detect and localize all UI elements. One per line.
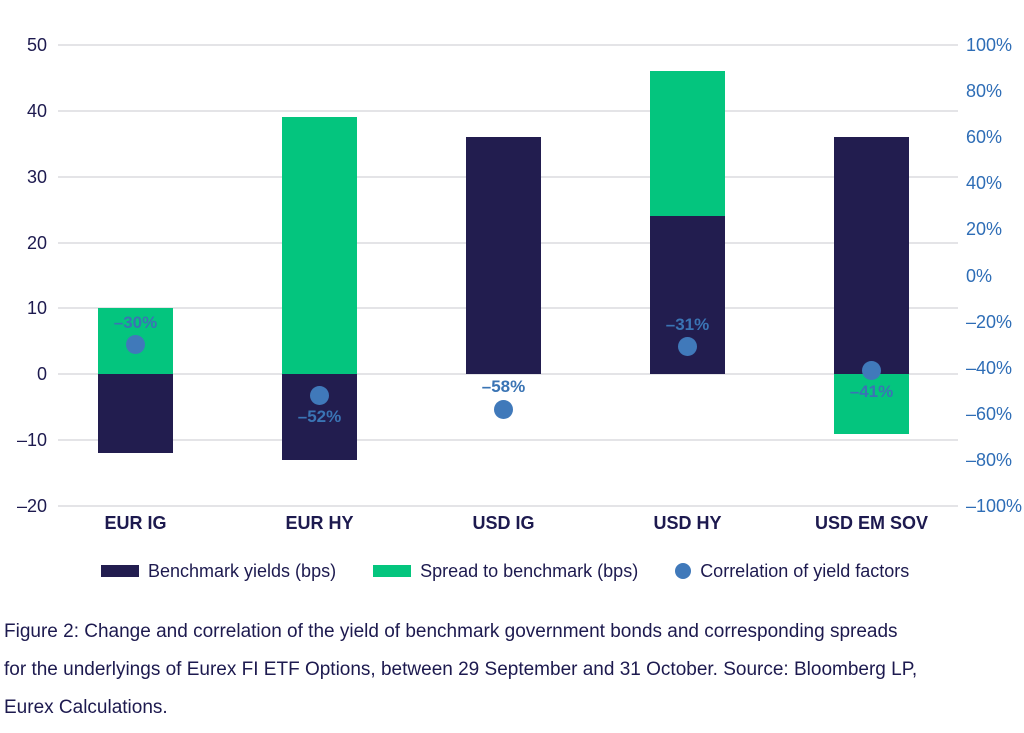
right-axis-tick-label: –80%: [966, 449, 1013, 470]
correlation-dot: [494, 399, 513, 419]
legend-swatch-dot_blue: [675, 563, 692, 579]
legend-item: Spread to benchmark (bps): [373, 561, 638, 582]
correlation-dot: [862, 360, 881, 380]
correlation-value-label: –58%: [481, 377, 526, 397]
legend-item: Benchmark yields (bps): [101, 561, 336, 582]
legend-label: Correlation of yield factors: [700, 560, 910, 581]
right-axis-tick-label: 100%: [966, 35, 1013, 55]
category-label: EUR IG: [104, 513, 167, 533]
gridline: [58, 373, 958, 376]
bar-segment-green: [650, 71, 725, 217]
legend-swatch-green: [373, 565, 412, 577]
legend-label: Spread to benchmark (bps): [420, 560, 639, 581]
right-axis-tick-label: 40%: [966, 173, 1003, 194]
left-axis-tick-label: 30: [26, 166, 47, 187]
left-axis-tick-label: 50: [26, 35, 47, 55]
left-axis-tick-label: 20: [26, 232, 47, 253]
figure-caption: Figure 2: Change and correlation of the …: [4, 613, 1020, 727]
gridline: [58, 109, 958, 112]
left-axis-tick-label: –20: [16, 496, 47, 516]
category-label: EUR HY: [285, 513, 354, 533]
correlation-value-label: –52%: [297, 407, 342, 427]
left-axis-tick-label: –10: [16, 430, 47, 451]
right-axis-tick-label: 60%: [966, 127, 1003, 148]
correlation-value-label: –30%: [113, 312, 158, 332]
gridline: [58, 44, 958, 46]
correlation-dot: [678, 337, 697, 357]
right-axis-tick-label: –20%: [966, 311, 1013, 332]
category-label: USD IG: [472, 513, 535, 533]
bar-segment-green: [282, 117, 357, 375]
right-axis-tick-label: –40%: [966, 357, 1013, 378]
category-label: USD EM SOV: [814, 513, 929, 533]
chart-legend: Benchmark yields (bps) Spread to benchmar…: [101, 560, 909, 582]
right-axis-tick-label: 80%: [966, 81, 1003, 102]
correlation-value-label: –41%: [849, 382, 894, 401]
gridline: [58, 439, 958, 442]
bar-segment-green: [834, 374, 909, 434]
category-label: USD HY: [653, 513, 722, 533]
caption-line: for the underlyings of Eurex FI ETF Opti…: [4, 659, 918, 680]
left-axis-tick-label: 40: [26, 100, 47, 121]
chart-plot-area: 50 40 30 20 10 0 –10 –20 100% 80% 60% 40% 20% 0% –20% –…: [16, 35, 1023, 533]
bar-segment-navy: [834, 137, 909, 375]
left-axis-tick-label: 10: [26, 298, 47, 319]
right-axis-tick-label: –60%: [966, 403, 1013, 424]
caption-line: Eurex Calculations.: [4, 697, 168, 718]
gridline: [58, 505, 958, 507]
legend-swatch-navy: [101, 565, 139, 577]
left-axis-tick-label: 0: [36, 364, 47, 385]
bar-segment-navy: [466, 137, 541, 375]
legend-label: Benchmark yields (bps): [148, 560, 337, 581]
legend-item: Correlation of yield factors: [675, 561, 909, 582]
caption-line: Figure 2: Change and correlation of the …: [4, 621, 898, 642]
right-axis-tick-label: –100%: [966, 496, 1023, 516]
correlation-dot: [310, 385, 329, 405]
right-axis-tick-label: 20%: [966, 219, 1003, 240]
correlation-value-label: –31%: [665, 314, 710, 334]
bar-segment-navy: [98, 374, 173, 454]
right-axis-tick-label: 0%: [966, 265, 993, 286]
correlation-dot: [126, 335, 145, 355]
